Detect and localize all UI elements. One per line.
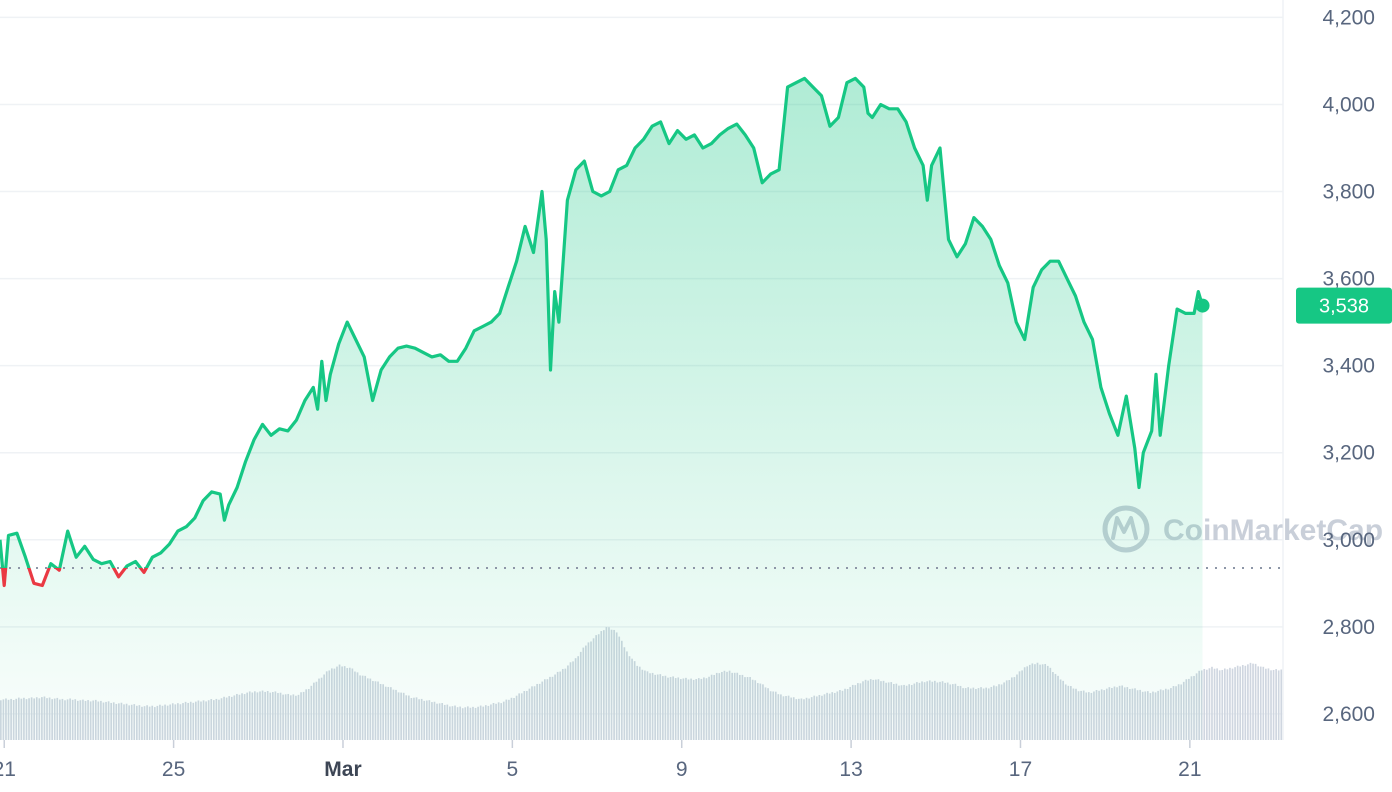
y-tick-label: 4,000 [1322,93,1375,116]
volume-bar [1275,669,1277,740]
y-tick-label: 2,800 [1322,616,1375,639]
current-price-dot [1195,298,1210,313]
volume-bar [1236,665,1239,740]
volume-bar [1244,665,1247,740]
volume-bar [1252,663,1254,740]
volume-bar [1247,664,1249,740]
current-price-badge: 3,538 [1296,287,1392,324]
volume-bar [1206,669,1208,740]
volume-bar [1239,666,1242,740]
volume-bar [1254,663,1257,740]
y-tick-label: 3,400 [1322,355,1375,378]
current-price-label: 3,538 [1319,296,1369,318]
volume-bar [1218,670,1221,740]
volume-bar [1272,669,1275,740]
volume-bar [1259,666,1262,740]
x-tick-label: 21 [1178,758,1201,781]
volume-bar [1226,669,1229,740]
volume-bar [1229,667,1231,740]
volume-bar [1208,668,1211,740]
y-tick-label: 3,600 [1322,268,1375,291]
x-tick-label: 5 [507,758,519,781]
x-axis: 21 25 Mar 5 9 13 17 21 [0,740,1202,781]
y-axis: 2,600 2,800 3,000 3,200 3,400 3,600 3,800 4,000… [1322,6,1375,725]
volume-bar [1234,667,1236,740]
volume-bar [1249,662,1252,740]
current-price-badge-bg [1296,287,1392,324]
volume-bar [1223,668,1226,740]
y-tick-label: 2,600 [1322,703,1375,726]
x-tick-label: Mar [324,758,361,781]
volume-bar [1216,668,1218,740]
volume-bar [1270,670,1272,740]
x-tick-label: 21 [0,758,16,781]
volume-bar [1267,668,1270,740]
volume-bar [1280,669,1283,740]
volume-bar [1257,666,1260,740]
volume-bar [1211,666,1213,740]
x-tick-label: 17 [1009,758,1032,781]
y-tick-label: 4,200 [1322,6,1375,29]
price-area-fill [0,78,1203,740]
x-tick-label: 25 [162,758,185,781]
volume-bar [1221,669,1224,740]
volume-bar [1265,668,1267,740]
volume-bar [1277,670,1280,740]
y-tick-label: 3,800 [1322,181,1375,204]
volume-bar [1203,668,1206,740]
y-tick-label: 3,200 [1322,442,1375,465]
y-tick-label: 3,000 [1322,529,1375,552]
volume-bar [1262,666,1265,740]
volume-bar [1231,668,1234,740]
price-line-up [0,76,1205,569]
x-tick-label: 13 [839,758,862,781]
volume-bar [1213,668,1216,740]
volume-bar [1241,665,1244,740]
x-tick-label: 9 [676,758,688,781]
